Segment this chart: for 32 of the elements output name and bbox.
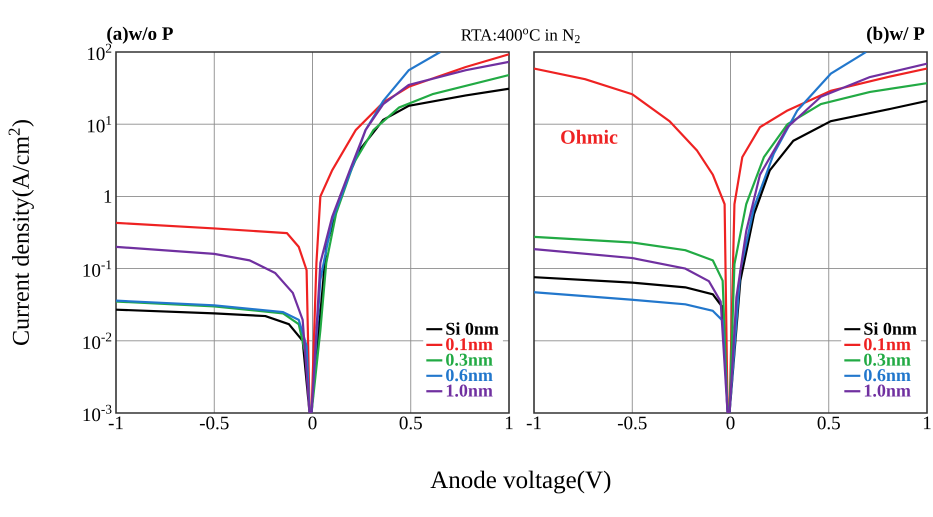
legend-label: 0.6nm [864,369,911,382]
legend-label: Si 0nm [864,322,917,335]
y-tick-label: 10$^{2}$ [88,44,112,60]
y-tick-label: 10$^{-3}$ [84,404,112,422]
x-tick-label: 0.5 [818,416,840,430]
x-tick-label: -1 [108,416,123,430]
text: RTA:400$^{o}$C in N$_{2}$ [461,28,580,44]
x-tick-label: -0.5 [200,416,229,430]
legend-label: 0.6nm [446,369,493,382]
x-tick-label: 0.5 [400,416,422,430]
x-tick-label: -1 [526,416,541,430]
chart-title: (b)w/ P [867,26,924,44]
chart-title: (a)w/o P [107,26,173,44]
legend-label: 1.0nm [446,384,493,397]
x-tick-label: 0 [308,416,317,430]
x-tick-label: -0.5 [618,416,647,430]
x-tick-label: 0 [726,416,735,430]
x-axis-title: Anode voltage(V) [430,470,610,494]
y-axis-title: Current density(A/cm$^{2}$) [8,120,34,345]
legend-label: 0.3nm [446,354,493,366]
annotation: Ohmic [561,130,618,144]
y-tick-label: 1 [104,190,112,203]
legend-label: 0.1nm [446,338,493,350]
x-tick-label: 1 [506,416,513,430]
legend-label: Si 0nm [446,322,499,335]
legend-label: 0.3nm [864,354,911,366]
y-tick-label: 10$^{1}$ [88,116,112,132]
legend-label: 1.0nm [864,384,911,397]
y-tick-label: 10$^{-2}$ [84,332,112,350]
legend-label: 0.1nm [864,338,911,350]
x-tick-label: 1 [924,416,931,430]
y-tick-label: 10$^{-1}$ [84,260,112,277]
